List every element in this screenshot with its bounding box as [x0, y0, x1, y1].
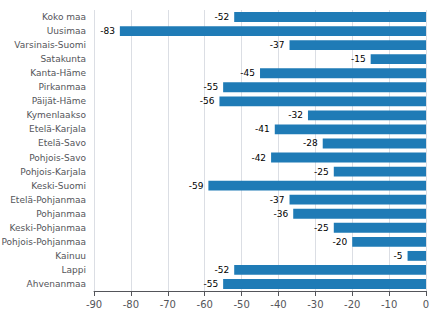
svg-text:-25: -25: [314, 167, 329, 177]
svg-text:-20: -20: [333, 237, 348, 247]
svg-text:Etelä-Savo: Etelä-Savo: [38, 138, 87, 148]
svg-text:Etelä-Karjala: Etelä-Karjala: [29, 124, 86, 134]
svg-text:0: 0: [423, 299, 429, 310]
svg-text:-40: -40: [270, 299, 286, 310]
svg-text:-42: -42: [251, 153, 266, 163]
svg-text:Pohjois-Karjala: Pohjois-Karjala: [20, 167, 86, 177]
svg-text:-55: -55: [203, 82, 218, 92]
svg-text:-28: -28: [303, 138, 318, 148]
svg-text:Pohjois-Pohjanmaa: Pohjois-Pohjanmaa: [1, 237, 86, 247]
svg-text:Uusimaa: Uusimaa: [47, 26, 86, 36]
svg-text:Lappi: Lappi: [62, 265, 86, 275]
svg-text:-25: -25: [314, 223, 329, 233]
svg-text:Varsinais-Suomi: Varsinais-Suomi: [14, 40, 86, 50]
svg-text:Kainuu: Kainuu: [55, 251, 86, 261]
svg-text:-5: -5: [394, 251, 403, 261]
svg-text:-15: -15: [351, 54, 366, 64]
svg-text:Kanta-Häme: Kanta-Häme: [30, 68, 86, 78]
svg-text:-45: -45: [240, 68, 255, 78]
svg-text:Keski-Pohjanmaa: Keski-Pohjanmaa: [10, 223, 86, 233]
svg-text:Ahvenanmaa: Ahvenanmaa: [27, 279, 86, 289]
svg-text:-83: -83: [100, 26, 115, 36]
svg-text:-59: -59: [189, 181, 204, 191]
svg-text:-37: -37: [270, 40, 285, 50]
svg-text:Pirkanmaa: Pirkanmaa: [39, 82, 87, 92]
svg-text:Kymenlaakso: Kymenlaakso: [27, 110, 87, 120]
svg-text:Pohjanmaa: Pohjanmaa: [36, 209, 86, 219]
svg-text:-52: -52: [215, 265, 230, 275]
svg-text:-10: -10: [381, 299, 397, 310]
svg-text:Etelä-Pohjanmaa: Etelä-Pohjanmaa: [10, 195, 86, 205]
svg-text:-80: -80: [123, 299, 139, 310]
svg-text:-70: -70: [160, 299, 176, 310]
svg-text:-36: -36: [274, 209, 289, 219]
svg-text:-90: -90: [86, 299, 102, 310]
svg-text:-41: -41: [255, 124, 270, 134]
svg-text:Keski-Suomi: Keski-Suomi: [31, 181, 86, 191]
svg-text:-55: -55: [203, 279, 218, 289]
svg-text:Päijät-Häme: Päijät-Häme: [32, 96, 87, 106]
svg-text:-60: -60: [197, 299, 213, 310]
svg-text:Satakunta: Satakunta: [40, 54, 86, 64]
svg-text:-32: -32: [288, 110, 303, 120]
svg-text:-37: -37: [270, 195, 285, 205]
svg-text:-20: -20: [344, 299, 360, 310]
svg-text:Koko maa: Koko maa: [42, 12, 86, 22]
svg-text:-50: -50: [233, 299, 249, 310]
svg-text:-52: -52: [215, 12, 230, 22]
svg-text:-56: -56: [200, 96, 215, 106]
svg-text:Pohjois-Savo: Pohjois-Savo: [29, 153, 86, 163]
svg-text:-30: -30: [307, 299, 323, 310]
